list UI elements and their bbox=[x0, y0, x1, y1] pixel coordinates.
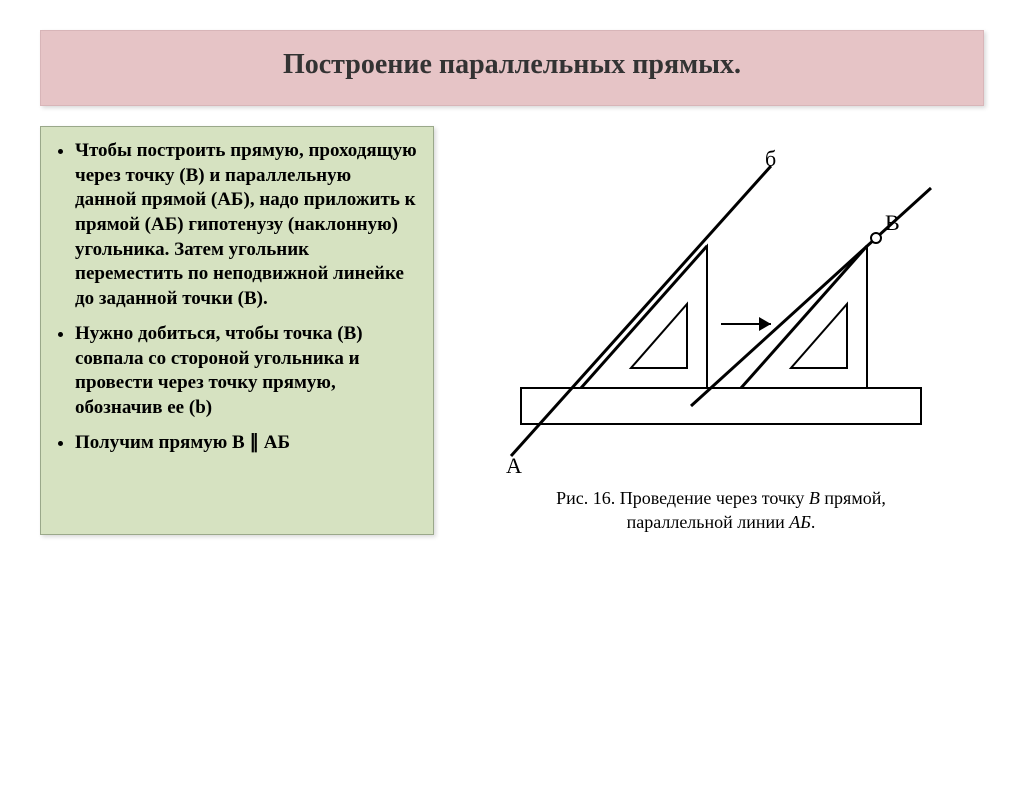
parallel-lines-diagram: А б В bbox=[481, 146, 961, 476]
caption-AB: АБ bbox=[789, 512, 811, 532]
label-B-top: б bbox=[765, 146, 776, 171]
figure-area: А б В Рис. 16. Проведение через точку B … bbox=[458, 126, 984, 535]
caption-B: B bbox=[809, 488, 820, 508]
instruction-box: Чтобы построить прямую, проходящую через… bbox=[40, 126, 434, 535]
figure-caption: Рис. 16. Проведение через точку B прямой… bbox=[556, 486, 886, 535]
caption-text: прямой, bbox=[820, 488, 886, 508]
caption-text: параллельной линии bbox=[627, 512, 790, 532]
bullet-item: Получим прямую В ∥ АБ bbox=[75, 431, 417, 456]
bullet-item: Чтобы построить прямую, проходящую через… bbox=[75, 139, 417, 312]
page-title: Построение параллельных прямых. bbox=[40, 30, 984, 106]
label-A: А bbox=[506, 453, 522, 476]
instruction-list: Чтобы построить прямую, проходящую через… bbox=[47, 139, 417, 455]
bullet-item: Нужно добиться, чтобы точка (В) совпала … bbox=[75, 322, 417, 421]
caption-text: Рис. 16. Проведение через точку bbox=[556, 488, 809, 508]
content-wrap: Чтобы построить прямую, проходящую через… bbox=[0, 126, 1024, 535]
label-B-point: В bbox=[885, 210, 900, 235]
caption-text: . bbox=[811, 512, 816, 532]
